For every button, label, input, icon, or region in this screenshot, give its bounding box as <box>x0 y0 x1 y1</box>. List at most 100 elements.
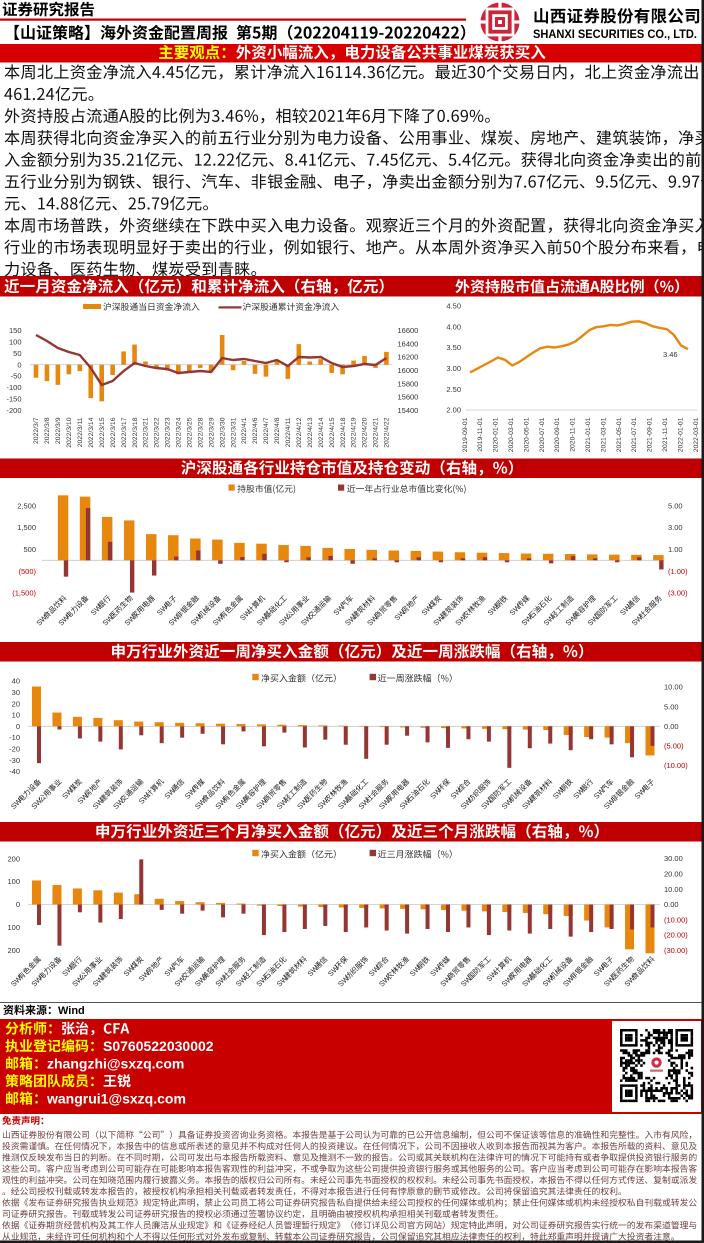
svg-text:-150: -150 <box>6 395 21 404</box>
svg-text:2022/3/8: 2022/3/8 <box>44 417 51 444</box>
svg-text:2022/3/18: 2022/3/18 <box>132 417 139 447</box>
svg-text:2022/3/24: 2022/3/24 <box>176 417 183 447</box>
svg-text:2022/4/18: 2022/4/18 <box>340 417 347 447</box>
svg-text:2.00: 2.00 <box>446 406 461 415</box>
svg-text:2022/4/7: 2022/4/7 <box>263 417 270 444</box>
svg-text:(1.00): (1.00) <box>668 567 688 576</box>
svg-text:2022/3/16: 2022/3/16 <box>110 417 117 447</box>
svg-text:2022/3/30: 2022/3/30 <box>219 417 226 447</box>
svg-text:2,500: 2,500 <box>17 501 36 510</box>
svg-text:3.50: 3.50 <box>446 343 461 352</box>
svg-text:2022/3/31: 2022/3/31 <box>230 417 237 447</box>
svg-text:(10.00): (10.00) <box>664 761 688 770</box>
svg-text:-40: -40 <box>9 767 20 776</box>
svg-text:2021-03-01: 2021-03-01 <box>600 417 607 452</box>
svg-text:(500): (500) <box>18 567 36 576</box>
svg-text:-20: -20 <box>9 745 20 754</box>
svg-text:2022/3/10: 2022/3/10 <box>66 417 73 447</box>
svg-text:2022/3/28: 2022/3/28 <box>197 417 204 447</box>
svg-text:15800: 15800 <box>398 379 419 388</box>
svg-text:0.00: 0.00 <box>664 900 679 909</box>
svg-text:2021-05-01: 2021-05-01 <box>616 417 623 452</box>
svg-text:100: 100 <box>7 923 20 932</box>
svg-text:2022/3/25: 2022/3/25 <box>187 417 194 447</box>
svg-text:(5.00): (5.00) <box>664 742 684 751</box>
svg-text:0: 0 <box>17 360 21 369</box>
svg-text:15400: 15400 <box>398 406 419 415</box>
svg-text:150: 150 <box>9 326 22 335</box>
svg-text:-30: -30 <box>9 756 20 765</box>
svg-text:-200: -200 <box>6 406 21 415</box>
svg-text:2022-03-01: 2022-03-01 <box>693 417 700 452</box>
svg-text:2022-01-01: 2022-01-01 <box>677 417 684 452</box>
svg-text:2021-07-01: 2021-07-01 <box>631 417 638 452</box>
svg-text:2020-01-01: 2020-01-01 <box>493 417 500 452</box>
svg-text:2022/3/9: 2022/3/9 <box>55 417 62 444</box>
svg-text:4.00: 4.00 <box>446 322 461 331</box>
svg-text:100: 100 <box>9 337 22 346</box>
svg-text:Wind: Wind <box>58 1005 85 1017</box>
svg-text:2022/4/1: 2022/4/1 <box>241 417 248 444</box>
svg-text:2022/3/14: 2022/3/14 <box>88 417 95 447</box>
svg-text:500: 500 <box>23 545 36 554</box>
svg-text:2022/4/22: 2022/4/22 <box>384 417 391 447</box>
svg-text:2019-09-01: 2019-09-01 <box>462 417 469 452</box>
svg-text:2022/3/23: 2022/3/23 <box>165 417 172 447</box>
svg-text:2022/4/19: 2022/4/19 <box>351 417 358 447</box>
svg-text:15600: 15600 <box>398 393 419 402</box>
svg-text:(1,500): (1,500) <box>12 589 36 598</box>
svg-text:2022/4/13: 2022/4/13 <box>307 417 314 447</box>
svg-text:16000: 16000 <box>398 366 419 375</box>
svg-text:wangrui1@sxzq.com: wangrui1@sxzq.com <box>46 1091 186 1107</box>
svg-text:S0760522030002: S0760522030002 <box>103 1038 214 1054</box>
svg-text:2022/4/20: 2022/4/20 <box>362 417 369 447</box>
svg-text:0: 0 <box>16 900 20 909</box>
svg-text:0: 0 <box>16 722 20 731</box>
svg-text:2020-07-01: 2020-07-01 <box>539 417 546 452</box>
svg-text:2022/3/29: 2022/3/29 <box>208 417 215 447</box>
svg-text:2022/4/12: 2022/4/12 <box>296 417 303 447</box>
svg-text:5.00: 5.00 <box>664 702 679 711</box>
svg-text:2022/3/7: 2022/3/7 <box>33 417 40 444</box>
svg-text:16200: 16200 <box>398 353 419 362</box>
svg-text:2022/3/17: 2022/3/17 <box>121 417 128 447</box>
svg-text:2022/4/11: 2022/4/11 <box>285 417 292 447</box>
svg-text:30: 30 <box>12 688 20 697</box>
svg-text:2022/3/11: 2022/3/11 <box>77 417 84 447</box>
svg-text:20: 20 <box>12 699 20 708</box>
svg-text:100: 100 <box>7 877 20 886</box>
svg-text:zhangzhi@sxzq.com: zhangzhi@sxzq.com <box>47 1056 184 1072</box>
svg-text:3.00: 3.00 <box>446 364 461 373</box>
svg-text:-100: -100 <box>6 383 21 392</box>
svg-text:10: 10 <box>12 711 20 720</box>
svg-text:-50: -50 <box>11 372 22 381</box>
svg-text:2021-09-01: 2021-09-01 <box>647 417 654 452</box>
svg-text:3.46: 3.46 <box>663 350 678 359</box>
svg-text:2022/4/6: 2022/4/6 <box>252 417 259 444</box>
svg-text:200: 200 <box>7 946 20 955</box>
svg-text:1.00: 1.00 <box>668 545 683 554</box>
svg-text:40: 40 <box>12 677 20 686</box>
svg-text:2021-11-01: 2021-11-01 <box>662 417 669 451</box>
svg-text:2022/4/8: 2022/4/8 <box>274 417 281 444</box>
svg-text:5.00: 5.00 <box>668 501 683 510</box>
svg-text:2020-09-01: 2020-09-01 <box>554 417 561 452</box>
svg-text:2020-05-01: 2020-05-01 <box>523 417 530 452</box>
svg-text:20.00: 20.00 <box>664 870 683 879</box>
svg-text:2022/3/22: 2022/3/22 <box>154 417 161 447</box>
svg-text:2022/3/21: 2022/3/21 <box>143 417 150 447</box>
svg-text:10.00: 10.00 <box>664 683 683 692</box>
svg-text:2021-01-01: 2021-01-01 <box>585 417 592 452</box>
svg-text:2022/4/21: 2022/4/21 <box>373 417 380 447</box>
svg-text:4.50: 4.50 <box>446 302 461 311</box>
svg-text:2022/4/15: 2022/4/15 <box>329 417 336 447</box>
svg-text:SHANXI SECURITIES CO., LTD.: SHANXI SECURITIES CO., LTD. <box>533 27 697 41</box>
svg-text:-10: -10 <box>9 733 20 742</box>
svg-text:0.00: 0.00 <box>664 722 679 731</box>
svg-text:2019-11-01: 2019-11-01 <box>477 417 484 451</box>
svg-text:50: 50 <box>13 349 21 358</box>
svg-text:10.00: 10.00 <box>664 885 683 894</box>
svg-text:2.50: 2.50 <box>446 385 461 394</box>
svg-text:(10.00): (10.00) <box>664 915 688 924</box>
svg-text:2020-11-01: 2020-11-01 <box>570 417 577 451</box>
